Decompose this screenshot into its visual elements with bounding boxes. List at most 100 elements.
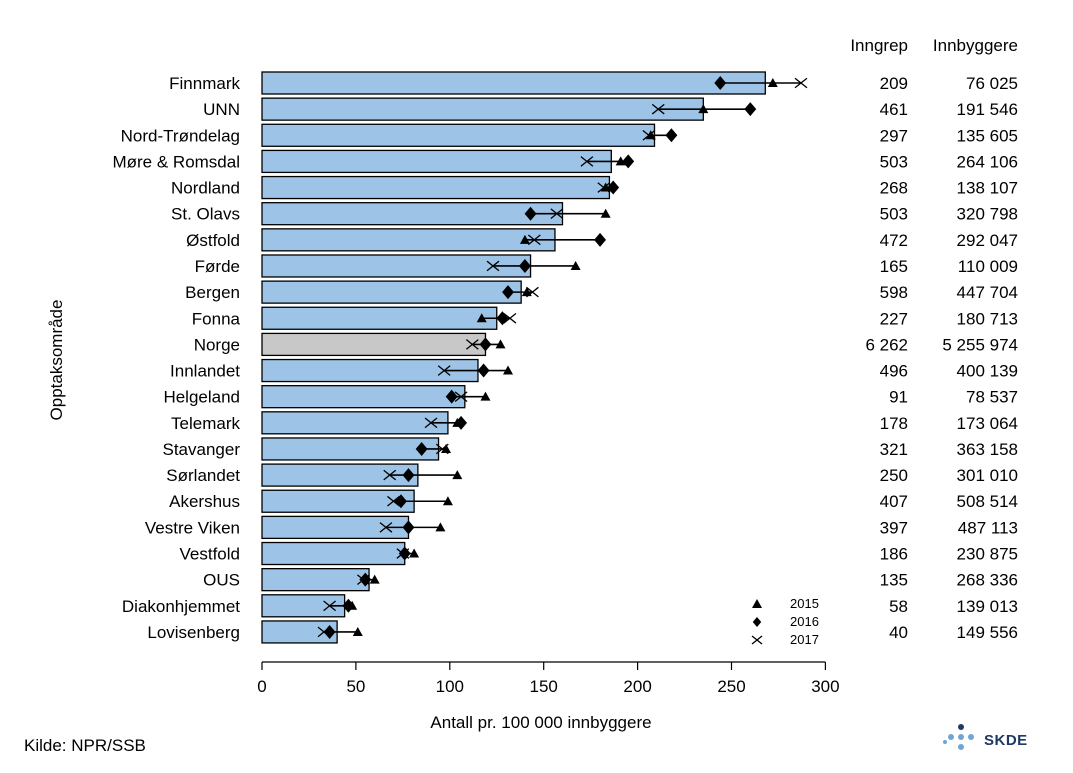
marker-2017-10 — [465, 339, 479, 350]
marker-2015-9 — [476, 313, 487, 323]
bar-19 — [261, 568, 370, 592]
bar-16 — [261, 489, 415, 513]
marker-2015-7 — [570, 260, 581, 270]
bar-1 — [261, 97, 704, 121]
bar-6 — [261, 228, 556, 252]
marker-2017-15-b — [383, 469, 397, 481]
bar-8 — [261, 280, 522, 304]
marker-2017-6 — [527, 234, 541, 246]
marker-2017-8-b — [526, 286, 539, 298]
category-label-20: Diakonhjemmet — [122, 597, 240, 616]
logo-text: SKDE — [984, 732, 1028, 749]
marker-2017-18-b — [396, 548, 410, 559]
legend: 2015 2016 2017 — [751, 596, 819, 647]
category-label-9: Fonna — [192, 309, 241, 328]
marker-2017-13 — [424, 417, 438, 429]
marker-2017-8 — [526, 286, 539, 298]
inngrep-value-2: 297 — [880, 126, 908, 145]
legend-label-2015: 2015 — [790, 596, 819, 611]
inngrep-value-9: 227 — [880, 309, 908, 328]
marker-2015-11 — [503, 365, 514, 375]
category-label-1: UNN — [203, 100, 240, 119]
marker-2017-16-b — [387, 495, 400, 507]
marker-2015-16 — [442, 496, 453, 506]
x-tick-label-3: 150 — [530, 677, 558, 696]
marker-2015-10 — [495, 339, 506, 349]
marker-2015-17 — [435, 522, 446, 532]
marker-2016-9 — [496, 311, 509, 326]
marker-2017-9 — [503, 312, 517, 324]
marker-2016-1 — [744, 102, 757, 117]
marker-2016-13 — [455, 415, 468, 430]
innbyggere-value-19: 268 336 — [957, 571, 1018, 590]
x-tick-label-0: 0 — [257, 677, 266, 696]
marker-2017-16 — [387, 495, 400, 507]
skde-logo: SKDE — [938, 722, 1038, 762]
bar-10 — [261, 332, 487, 357]
bar-2 — [261, 123, 656, 147]
marker-2015-19 — [369, 574, 380, 584]
category-label-5: St. Olavs — [171, 205, 240, 224]
x-axis-label: Antall pr. 100 000 innbyggere — [430, 713, 651, 732]
marker-2017-2 — [642, 129, 656, 141]
innbyggere-value-2: 135 605 — [957, 126, 1018, 145]
innbyggere-value-15: 301 010 — [957, 466, 1018, 485]
innbyggere-value-5: 320 798 — [957, 205, 1018, 224]
bar-0 — [261, 71, 766, 95]
bar-14 — [261, 437, 440, 461]
inngrep-value-10: 6 262 — [865, 335, 908, 354]
marker-2017-3-b — [580, 156, 594, 167]
marker-2017-17-b — [379, 522, 393, 533]
marker-2017-6-b — [527, 234, 541, 246]
x-tick-label-1: 50 — [346, 677, 365, 696]
category-label-13: Telemark — [171, 414, 240, 433]
innbyggere-value-4: 138 107 — [957, 179, 1018, 198]
marker-2017-15 — [383, 469, 397, 481]
marker-2015-2 — [645, 130, 656, 140]
category-label-16: Akershus — [169, 492, 240, 511]
category-label-21: Lovisenberg — [147, 623, 240, 642]
innbyggere-value-8: 447 704 — [957, 283, 1018, 302]
marker-2017-20-b — [323, 600, 337, 612]
inngrep-value-8: 598 — [880, 283, 908, 302]
inngrep-value-11: 496 — [880, 362, 908, 381]
marker-2017-4-b — [597, 182, 611, 193]
category-label-18: Vestfold — [180, 545, 241, 564]
marker-2017-21-b — [317, 626, 331, 638]
marker-2017-0-b — [794, 77, 808, 89]
marker-2017-14-b — [435, 443, 449, 455]
marker-2016-14 — [415, 441, 428, 456]
marker-2015-15 — [452, 470, 463, 480]
legend-marker-2017-b — [751, 635, 763, 645]
inngrep-value-1: 461 — [880, 100, 908, 119]
marker-2016-3 — [622, 154, 635, 169]
marker-2017-21 — [317, 626, 331, 638]
category-label-4: Nordland — [171, 179, 240, 198]
category-label-10: Norge — [194, 335, 240, 354]
marker-2016-10 — [479, 337, 492, 352]
inngrep-value-19: 135 — [880, 571, 908, 590]
marker-2017-9-b — [503, 312, 517, 324]
inngrep-value-12: 91 — [889, 388, 908, 407]
innbyggere-value-0: 76 025 — [966, 74, 1018, 93]
category-label-17: Vestre Viken — [145, 518, 240, 537]
table-header-inngrep: Inngrep — [850, 36, 908, 55]
category-label-6: Østfold — [186, 231, 240, 250]
marker-2017-19 — [357, 574, 370, 585]
marker-2016-7 — [518, 258, 531, 273]
marker-2017-12 — [454, 391, 468, 402]
marker-2017-1 — [651, 103, 665, 115]
bar-3 — [261, 149, 612, 174]
marker-2015-21 — [352, 626, 363, 636]
legend-marker-2016 — [752, 617, 762, 627]
legend-label-2016: 2016 — [790, 614, 819, 629]
marker-2017-20 — [323, 600, 337, 612]
marker-2017-11-b — [437, 365, 451, 376]
marker-2015-5 — [600, 208, 611, 218]
marker-2017-17 — [379, 522, 393, 533]
bar-12 — [261, 385, 466, 409]
inngrep-value-13: 178 — [880, 414, 908, 433]
marker-2017-7 — [486, 260, 500, 272]
marker-2017-18 — [396, 548, 410, 559]
inngrep-value-6: 472 — [880, 231, 908, 250]
